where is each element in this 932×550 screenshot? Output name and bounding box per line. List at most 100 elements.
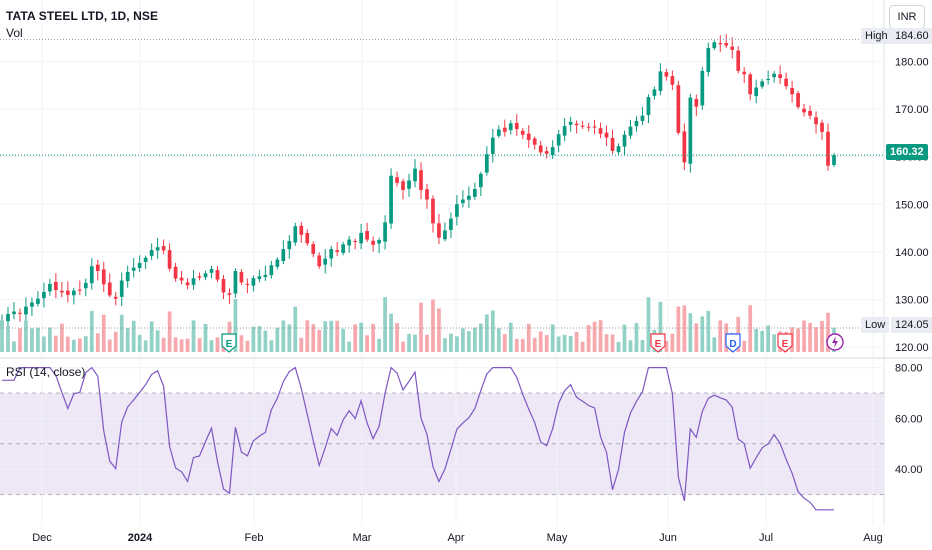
volume-bar [173,337,178,352]
price-tick-label: 150.00 [895,199,929,211]
volume-bar [419,302,423,352]
volume-bar [281,320,286,352]
candle-body [269,265,274,276]
candle-body [149,250,154,256]
candle-body [425,189,429,200]
currency-button[interactable]: INR [889,5,925,29]
volume-bar [305,320,310,352]
candle-body [36,298,40,304]
volume-bar [203,323,208,352]
volume-bar [532,337,537,352]
candle-body [658,71,663,91]
time-tick-label: Mar [353,532,372,544]
volume-bar [83,336,88,352]
volume-bar [592,321,597,352]
candle-body [209,269,214,273]
volume-bar [586,325,591,352]
volume-bar [526,323,531,352]
volume-bar [257,326,262,352]
candle-body [790,88,794,95]
volume-bar [311,324,316,352]
candle-body [185,282,190,286]
candle-body [437,223,441,238]
volume-bar [718,320,723,352]
volume-bar [766,325,771,352]
candle-body [826,131,830,166]
volume-bar [568,335,573,352]
volume-bar [263,330,268,352]
candle-body [766,78,771,80]
candle-body [473,189,477,197]
candle-body [419,170,423,190]
volume-bar [359,322,363,352]
volume-bar [802,320,806,352]
candle-body [478,173,483,188]
candle-body [676,85,681,133]
candle-body [395,177,399,183]
volume-bar [742,340,747,352]
candle-body [107,282,112,296]
volume-bar [299,337,304,352]
volume-bar [502,334,507,352]
candle-body [6,313,10,322]
event-marker [725,333,741,353]
volume-bar [113,331,118,352]
candle-body [48,283,52,292]
volume-bar [12,341,16,352]
candle-body [12,311,16,315]
volume-bar [107,339,112,352]
candle-body [754,87,759,97]
candle-body [574,123,579,126]
candle-body [371,240,375,245]
event-marker-letter: E [226,339,233,350]
volume-bar [574,331,579,352]
volume-bar [550,324,555,352]
candle-body [347,239,352,246]
volume-bar [808,323,812,352]
candle-body [736,50,741,71]
candle-body [83,282,88,289]
price-tick-label: 180.00 [895,56,929,68]
candle-body [682,131,687,163]
candle-body [95,264,100,271]
candle-body [335,250,340,252]
chart-title: TATA STEEL LTD, 1D, NSE [6,9,159,23]
candle-body [568,121,573,125]
volume-bar [71,339,76,352]
candle-body [814,117,818,125]
candle-body [508,123,513,131]
candle-body [431,198,435,224]
event-marker [777,333,793,353]
candle-body [383,222,387,242]
candle-body [323,258,328,265]
volume-bar [269,340,274,352]
candle-body [718,43,723,45]
low-tag-label: Low [861,317,890,333]
candle-body [30,302,34,307]
volume-bar [239,335,244,352]
volume-bar [598,320,603,352]
volume-bar [449,333,453,352]
rsi-tick-label: 40.00 [895,464,923,476]
volume-bar [712,337,717,352]
volume-bar [706,310,711,352]
event-marker [221,333,237,353]
candle-body [119,280,124,297]
time-tick-label: 2024 [128,532,153,544]
volume-bar [377,338,381,352]
volume-bar [329,320,334,352]
volume-bar [467,331,471,352]
candle-body [137,262,142,269]
volume-bar [30,328,34,352]
volume-bar [431,299,435,352]
candle-body [706,48,711,73]
candle-body [54,282,58,291]
volume-bar [520,339,525,352]
candle-body [784,78,788,87]
time-tick-label: Dec [32,532,52,544]
candle-body [730,46,735,50]
candle-body [311,244,316,254]
candle-body [586,126,591,128]
candle-body [227,293,232,295]
